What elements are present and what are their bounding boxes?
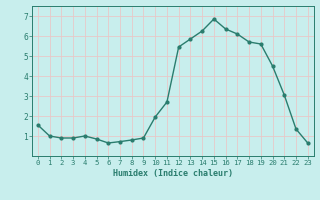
X-axis label: Humidex (Indice chaleur): Humidex (Indice chaleur) bbox=[113, 169, 233, 178]
